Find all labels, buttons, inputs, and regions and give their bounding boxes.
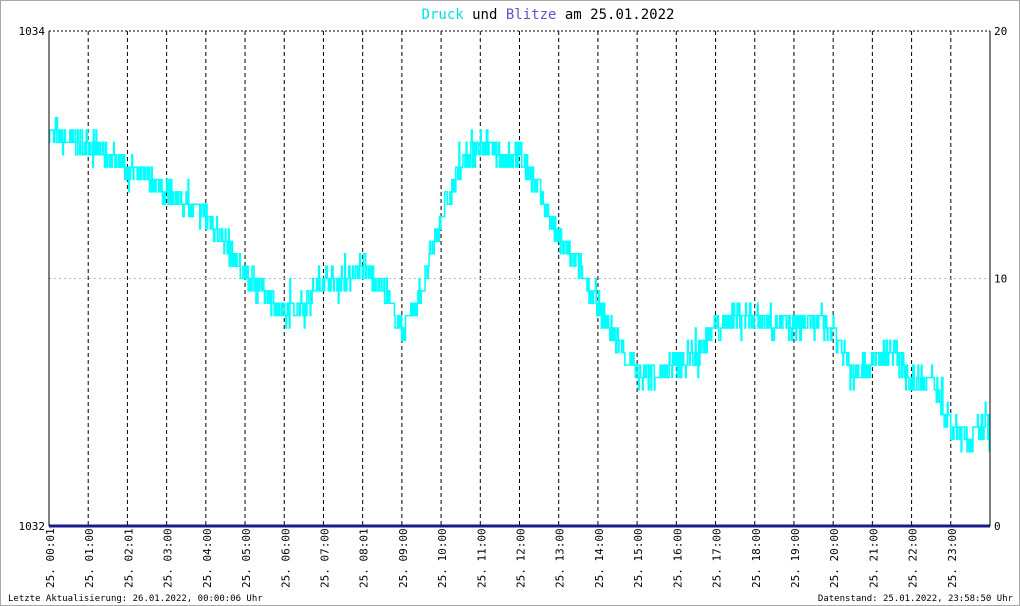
x-tick-label: 25. 23:00 [946, 528, 959, 588]
series-layer [48, 116, 991, 528]
y-left-tick-label: 1032 [19, 520, 46, 533]
x-tick-label: 25. 01:00 [83, 528, 96, 588]
footer-data-status: Datenstand: 25.01.2022, 23:58:50 Uhr [818, 594, 1014, 604]
x-tick-label: 25. 10:00 [436, 528, 449, 588]
y-right-tick-label: 20 [994, 25, 1007, 38]
x-tick-label: 25. 02:01 [122, 528, 135, 588]
x-tick-label: 25. 13:00 [554, 528, 567, 588]
x-tick-label: 25. 05:00 [240, 528, 253, 588]
y-right-tick-label: 10 [994, 273, 1007, 286]
title-pressure: Druck [422, 7, 465, 23]
x-tick-label: 25. 14:00 [593, 528, 606, 588]
x-tick-label: 25. 15:00 [632, 528, 645, 588]
x-tick-label: 25. 20:00 [828, 528, 841, 588]
x-tick-label: 25. 07:00 [318, 528, 331, 588]
title-lightning: Blitze [506, 7, 557, 23]
x-tick-label: 25. 12:00 [515, 528, 528, 588]
axes: 25. 00:01 25. 01:00 25. 02:01 25. 03:00 25. … [19, 25, 1008, 588]
x-tick-label: 25. 00:01 [44, 528, 57, 588]
chart-title: Druck und Blitze am 25.01.2022 [422, 7, 675, 23]
x-tick-label: 25. 21:00 [867, 528, 880, 588]
x-tick-label: 25. 09:00 [397, 528, 410, 588]
title-date: am 25.01.2022 [556, 7, 674, 23]
x-tick-label: 25. 16:00 [671, 528, 684, 588]
x-tick-label: 25. 19:00 [789, 528, 802, 588]
x-tick-label: 25. 03:00 [162, 528, 175, 588]
x-tick-label: 25. 17:00 [711, 528, 724, 588]
x-tick-label: 25. 06:00 [279, 528, 292, 588]
y-right-tick-label: 0 [994, 520, 1001, 533]
x-tick-label: 25. 11:00 [475, 528, 488, 588]
footer-last-update: Letzte Aktualisierung: 26.01.2022, 00:00… [8, 594, 263, 604]
x-tick-label: 25. 04:00 [201, 528, 214, 588]
x-tick-label: 25. 08:01 [358, 528, 371, 588]
title-and: und [464, 7, 506, 23]
pressure-series-line [48, 116, 991, 453]
grid-lines [49, 30, 990, 526]
x-tick-label: 25. 22:00 [907, 528, 920, 588]
x-tick-label: 25. 18:00 [750, 528, 763, 588]
y-left-tick-label: 1034 [19, 25, 46, 38]
